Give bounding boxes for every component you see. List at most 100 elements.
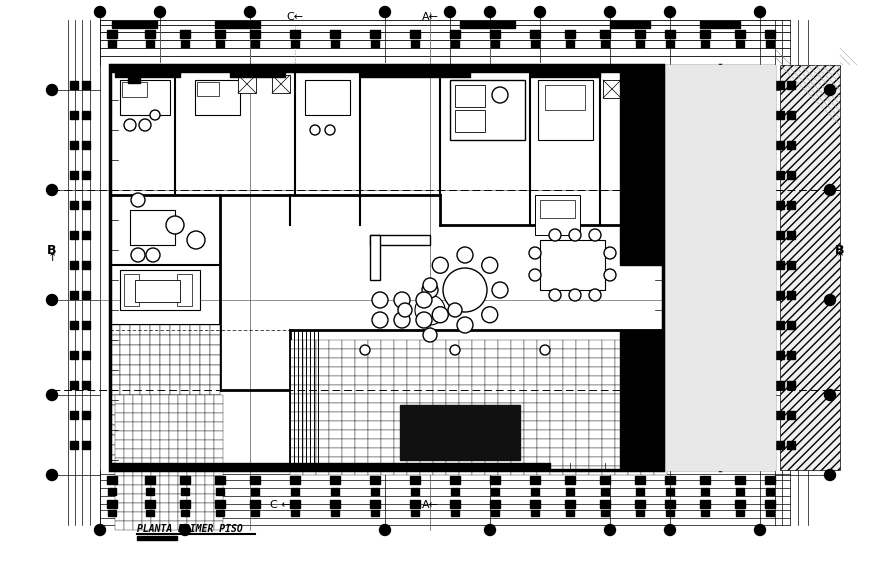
Circle shape (139, 119, 151, 131)
Circle shape (444, 7, 456, 17)
Bar (150, 405, 160, 415)
Bar (524, 340, 537, 349)
Bar (160, 476, 169, 485)
Bar (394, 421, 407, 430)
Bar (200, 425, 210, 435)
Bar (169, 431, 178, 440)
Bar (303, 376, 316, 385)
Bar (420, 367, 433, 376)
Bar (407, 385, 420, 394)
Bar (124, 274, 139, 306)
Bar (110, 425, 120, 435)
Bar (628, 421, 641, 430)
Bar (498, 394, 511, 403)
Bar (666, 488, 674, 495)
Bar (450, 30, 460, 38)
Bar (550, 403, 563, 412)
Bar (190, 375, 200, 385)
Bar (70, 411, 78, 419)
Bar (420, 403, 433, 412)
Circle shape (325, 125, 335, 135)
Bar (654, 457, 667, 466)
Bar (641, 385, 654, 394)
Bar (290, 412, 303, 421)
Bar (160, 395, 170, 405)
Bar (787, 111, 795, 119)
Bar (214, 413, 223, 422)
Bar (178, 485, 187, 494)
Circle shape (47, 85, 57, 95)
Bar (190, 395, 200, 405)
Bar (600, 476, 610, 484)
Bar (170, 385, 180, 395)
Bar (540, 200, 575, 218)
Bar (787, 201, 795, 209)
Bar (511, 385, 524, 394)
Bar (169, 503, 178, 512)
Bar (472, 457, 485, 466)
Bar (150, 395, 160, 405)
Bar (628, 349, 641, 358)
Bar (498, 457, 511, 466)
Bar (187, 494, 196, 503)
Bar (115, 404, 124, 413)
Bar (214, 449, 223, 458)
Bar (735, 500, 745, 508)
Bar (160, 521, 169, 530)
Bar (355, 448, 368, 457)
Bar (180, 500, 190, 508)
Bar (563, 403, 576, 412)
Bar (381, 367, 394, 376)
Bar (160, 445, 170, 455)
Bar (589, 439, 602, 448)
Bar (531, 488, 539, 495)
Bar (381, 457, 394, 466)
Bar (787, 231, 795, 239)
Bar (589, 421, 602, 430)
Bar (530, 500, 540, 508)
Bar (169, 521, 178, 530)
Bar (316, 457, 329, 466)
Bar (196, 404, 205, 413)
Circle shape (825, 389, 835, 401)
Bar (150, 375, 160, 385)
Bar (407, 421, 420, 430)
Bar (787, 351, 795, 359)
Bar (151, 503, 160, 512)
Bar (214, 404, 223, 413)
Bar (190, 385, 200, 395)
Bar (200, 405, 210, 415)
Bar (654, 340, 667, 349)
Bar (110, 395, 120, 405)
Bar (511, 457, 524, 466)
Bar (550, 466, 563, 475)
Bar (181, 40, 189, 47)
Bar (187, 422, 196, 431)
Bar (460, 21, 515, 28)
Bar (178, 521, 187, 530)
Bar (524, 457, 537, 466)
Bar (654, 358, 667, 367)
Bar (550, 385, 563, 394)
Bar (666, 510, 674, 516)
Bar (563, 394, 576, 403)
Bar (316, 412, 329, 421)
Bar (190, 455, 200, 465)
Bar (524, 466, 537, 475)
Bar (342, 358, 355, 367)
Bar (200, 345, 210, 355)
Bar (420, 394, 433, 403)
Bar (303, 349, 316, 358)
Bar (410, 476, 420, 484)
Bar (589, 403, 602, 412)
Bar (133, 431, 142, 440)
Bar (210, 425, 220, 435)
Bar (180, 455, 190, 465)
Bar (360, 72, 470, 77)
Bar (615, 358, 628, 367)
Bar (700, 30, 710, 38)
Bar (776, 81, 784, 89)
Bar (160, 413, 169, 422)
Bar (133, 467, 142, 476)
Circle shape (423, 278, 437, 292)
